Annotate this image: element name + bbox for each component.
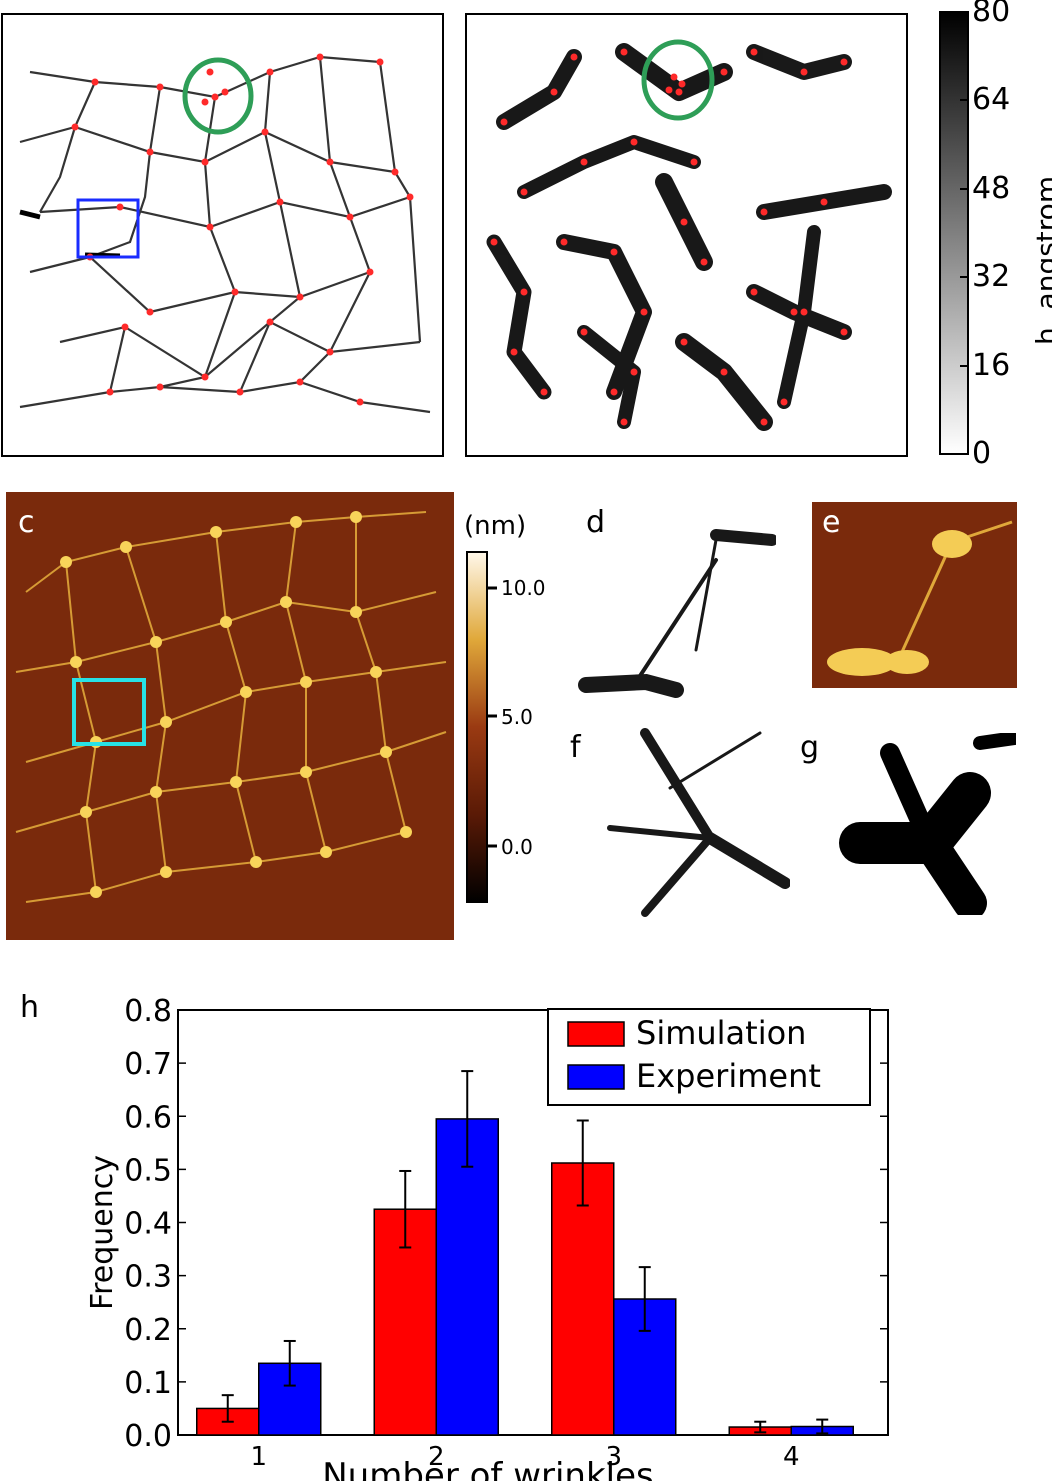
panel-label-d: d: [586, 505, 606, 540]
wrinkle-frequency-chart: 0.0 0.1 0.2 0.3 0.4 0.5 0.6 0.7 0.8 1 2 3 4 Number of…: [85, 994, 889, 1481]
legend-label-experiment: Experiment: [636, 1057, 821, 1095]
panel-label-c: c: [18, 505, 35, 540]
panel-label-h: h: [20, 990, 40, 1025]
x-tick-label: 4: [783, 1442, 800, 1472]
colorbar-tick-64: 64: [972, 82, 1011, 117]
panel-b-wrinkle-heightmap: [465, 13, 908, 457]
legend-swatch-simulation: [567, 1021, 625, 1047]
x-axis-label: Number of wrinkles: [322, 1456, 654, 1481]
panel-label-f: f: [570, 730, 581, 765]
y-tick-label: 0.8: [124, 994, 172, 1029]
panel-label-e: e: [822, 505, 841, 540]
afm-colorbar-unit: (nm): [464, 511, 527, 541]
colorbar-label: h, angstrom: [1030, 175, 1052, 345]
bar-simulation-3: [551, 1162, 615, 1436]
y-axis-label: Frequency: [85, 1155, 120, 1310]
colorbar-tick-80: 80: [972, 0, 1011, 29]
y-tick-label: 0.3: [124, 1260, 172, 1295]
legend-swatch-experiment: [567, 1064, 625, 1090]
x-tick-label: 2: [428, 1442, 445, 1472]
y-tick-label: 0.2: [124, 1313, 172, 1348]
afm-tick-0: 0.0: [501, 835, 533, 859]
panel-g-zoom-heightmap: [820, 733, 1016, 915]
panel-c-afm-image: [6, 492, 454, 940]
afm-colorbar: [466, 551, 497, 903]
y-tick-label: 0.0: [124, 1419, 172, 1454]
afm-tick-5: 5.0: [501, 705, 533, 729]
y-tick-label: 0.5: [124, 1153, 172, 1188]
y-tick-label: 0.4: [124, 1207, 172, 1242]
colorbar-tick-48: 48: [972, 171, 1011, 206]
colorbar-tick-0: 0: [972, 436, 992, 471]
legend-label-simulation: Simulation: [636, 1014, 806, 1052]
colorbar-tick-32: 32: [972, 259, 1011, 294]
height-colorbar: [939, 11, 969, 455]
y-tick-label: 0.1: [124, 1366, 172, 1401]
y-tick-label: 0.7: [124, 1047, 172, 1082]
x-tick-label: 3: [605, 1442, 622, 1472]
panel-label-g: g: [800, 730, 820, 765]
x-tick-label: 1: [250, 1442, 267, 1472]
panel-f-zoom-simulation: [607, 728, 790, 917]
panel-e-zoom-afm: [812, 502, 1017, 688]
bar-experiment-2: [435, 1118, 499, 1436]
colorbar-tick-16: 16: [972, 348, 1011, 383]
panel-d-zoom-simulation: [578, 529, 776, 698]
afm-tick-10: 10.0: [501, 576, 546, 600]
y-tick-label: 0.6: [124, 1100, 172, 1135]
panel-a-wrinkle-network: [1, 13, 444, 457]
